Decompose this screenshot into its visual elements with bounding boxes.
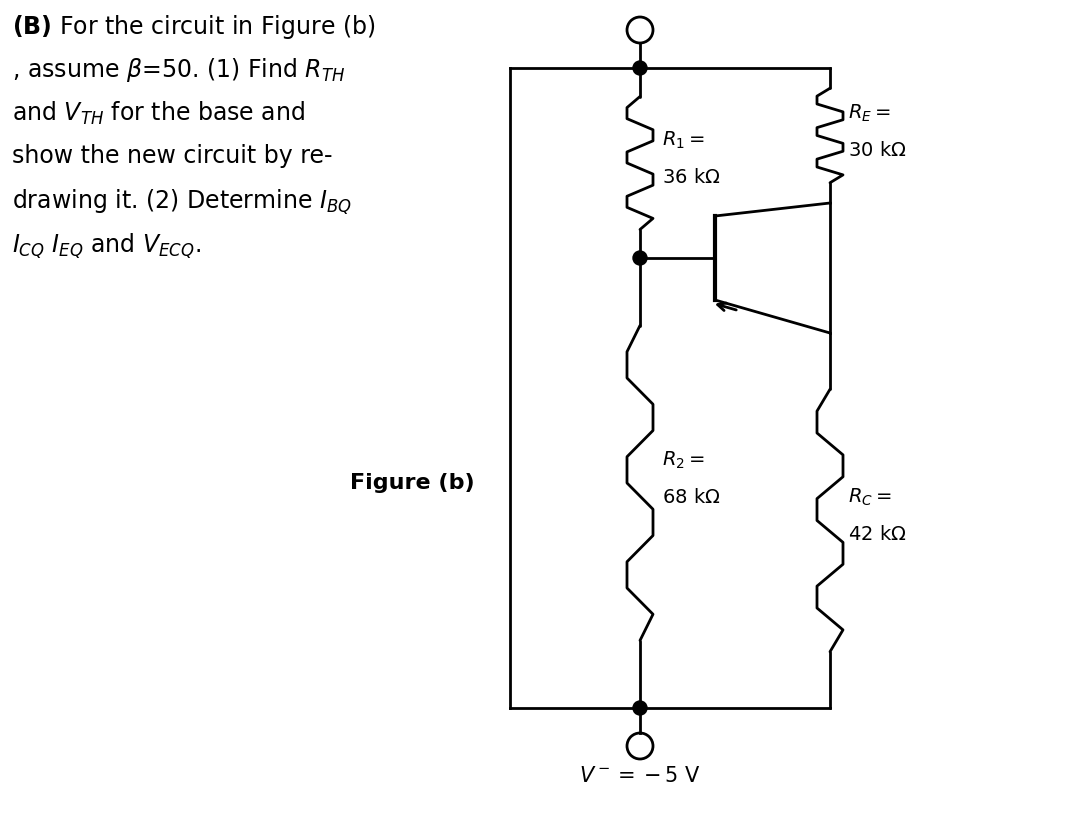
Text: $V^-=-5\ \mathrm{V}$: $V^-=-5\ \mathrm{V}$: [579, 766, 701, 786]
Text: $36\ \mathrm{k}\Omega$: $36\ \mathrm{k}\Omega$: [662, 168, 720, 187]
Text: drawing it. (2) Determine $I_{BQ}$: drawing it. (2) Determine $I_{BQ}$: [12, 188, 352, 217]
Text: $\bf{(B)}$ For the circuit in Figure (b): $\bf{(B)}$ For the circuit in Figure (b): [12, 13, 376, 41]
Circle shape: [633, 701, 647, 715]
Text: $68\ \mathrm{k}\Omega$: $68\ \mathrm{k}\Omega$: [662, 488, 720, 507]
Text: $R_2 =$: $R_2 =$: [662, 450, 705, 471]
Text: show the new circuit by re-: show the new circuit by re-: [12, 144, 333, 168]
Text: $R_C=$: $R_C=$: [848, 488, 892, 509]
Text: and $V_{TH}$ for the base and: and $V_{TH}$ for the base and: [12, 100, 306, 128]
Text: Figure (b): Figure (b): [350, 473, 474, 493]
Text: $30\ \mathrm{k}\Omega$: $30\ \mathrm{k}\Omega$: [848, 141, 906, 160]
Text: $R_1 =$: $R_1 =$: [662, 130, 705, 151]
Text: $42\ \mathrm{k}\Omega$: $42\ \mathrm{k}\Omega$: [848, 525, 906, 545]
Text: $R_E=$: $R_E=$: [848, 102, 891, 124]
Text: , assume $\beta$=50. (1) Find $R_{TH}$: , assume $\beta$=50. (1) Find $R_{TH}$: [12, 56, 346, 84]
Circle shape: [633, 61, 647, 75]
Text: $I_{CQ}$ $I_{EQ}$ and $V_{ECQ}$.: $I_{CQ}$ $I_{EQ}$ and $V_{ECQ}$.: [12, 232, 201, 261]
Circle shape: [633, 251, 647, 265]
